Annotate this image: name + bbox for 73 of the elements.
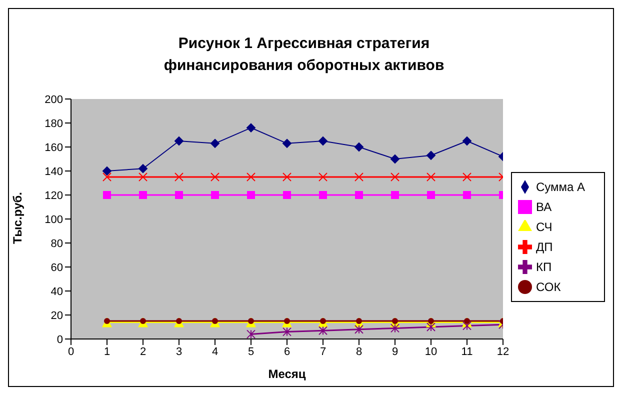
x-tick-label: 10	[424, 346, 438, 358]
y-tick-label: 100	[44, 214, 63, 226]
point	[246, 330, 256, 339]
point	[354, 172, 364, 182]
point	[427, 191, 435, 199]
point	[463, 191, 471, 199]
point	[102, 166, 112, 176]
point	[138, 172, 148, 182]
x-tick-label: 7	[320, 346, 326, 358]
legend-label: Сумма А	[536, 180, 586, 194]
legend-label: ДП	[536, 240, 553, 254]
x-tick-label: 2	[140, 346, 146, 358]
point	[246, 172, 256, 182]
point	[211, 191, 219, 199]
point	[354, 142, 364, 152]
point	[462, 172, 472, 182]
x-tick-label: 6	[284, 346, 290, 358]
y-tick-label: 120	[44, 190, 63, 202]
legend-label: СОК	[536, 280, 561, 294]
point	[318, 326, 328, 336]
point	[355, 191, 363, 199]
point	[462, 136, 472, 146]
y-tick-label: 180	[44, 118, 63, 130]
point	[283, 191, 291, 199]
point	[390, 324, 400, 333]
point	[103, 191, 111, 199]
x-tick-label: 5	[248, 346, 254, 358]
point	[462, 321, 472, 330]
point	[102, 172, 112, 182]
point	[426, 172, 436, 182]
point	[318, 136, 328, 146]
point	[426, 322, 436, 332]
y-tick-label: 60	[50, 262, 63, 274]
x-tick-label: 9	[392, 346, 398, 358]
y-tick-label: 200	[44, 94, 63, 106]
point	[139, 191, 147, 199]
y-tick-label: 20	[50, 310, 63, 322]
chart-title: Рисунок 1 Агрессивная стратегия финансирования оборотных активов	[162, 34, 446, 76]
x-tick-label: 0	[68, 346, 74, 358]
point	[282, 172, 292, 182]
point	[247, 191, 255, 199]
point	[138, 164, 148, 174]
point	[174, 172, 184, 182]
point	[282, 138, 292, 148]
x-tick-label: 4	[212, 346, 218, 358]
y-axis-title: Тыс.руб.	[10, 192, 24, 244]
x-axis-title: Месяц	[268, 367, 306, 381]
point	[426, 150, 436, 160]
y-tick-label: 40	[50, 286, 63, 298]
x-tick-label: 1	[104, 346, 110, 358]
x-tick-label: 11	[461, 346, 473, 358]
point	[175, 191, 183, 199]
point	[319, 191, 327, 199]
y-tick-label: 140	[44, 166, 63, 178]
x-tick-label: 8	[356, 346, 362, 358]
point	[354, 324, 364, 334]
legend-label: ВА	[536, 200, 552, 214]
point	[174, 136, 184, 146]
point	[390, 154, 400, 164]
point	[210, 172, 220, 182]
point	[210, 138, 220, 148]
y-tick-label: 80	[50, 238, 63, 250]
point	[318, 172, 328, 182]
x-tick-label: 3	[176, 346, 182, 358]
point	[282, 327, 292, 336]
y-tick-label: 160	[44, 142, 63, 154]
point	[246, 123, 256, 132]
x-tick-label: 12	[496, 346, 510, 358]
point	[390, 172, 400, 182]
point	[391, 191, 399, 199]
legend-label: СЧ	[536, 220, 552, 234]
legend-label: КП	[536, 260, 552, 274]
y-tick-label: 0	[56, 334, 63, 346]
